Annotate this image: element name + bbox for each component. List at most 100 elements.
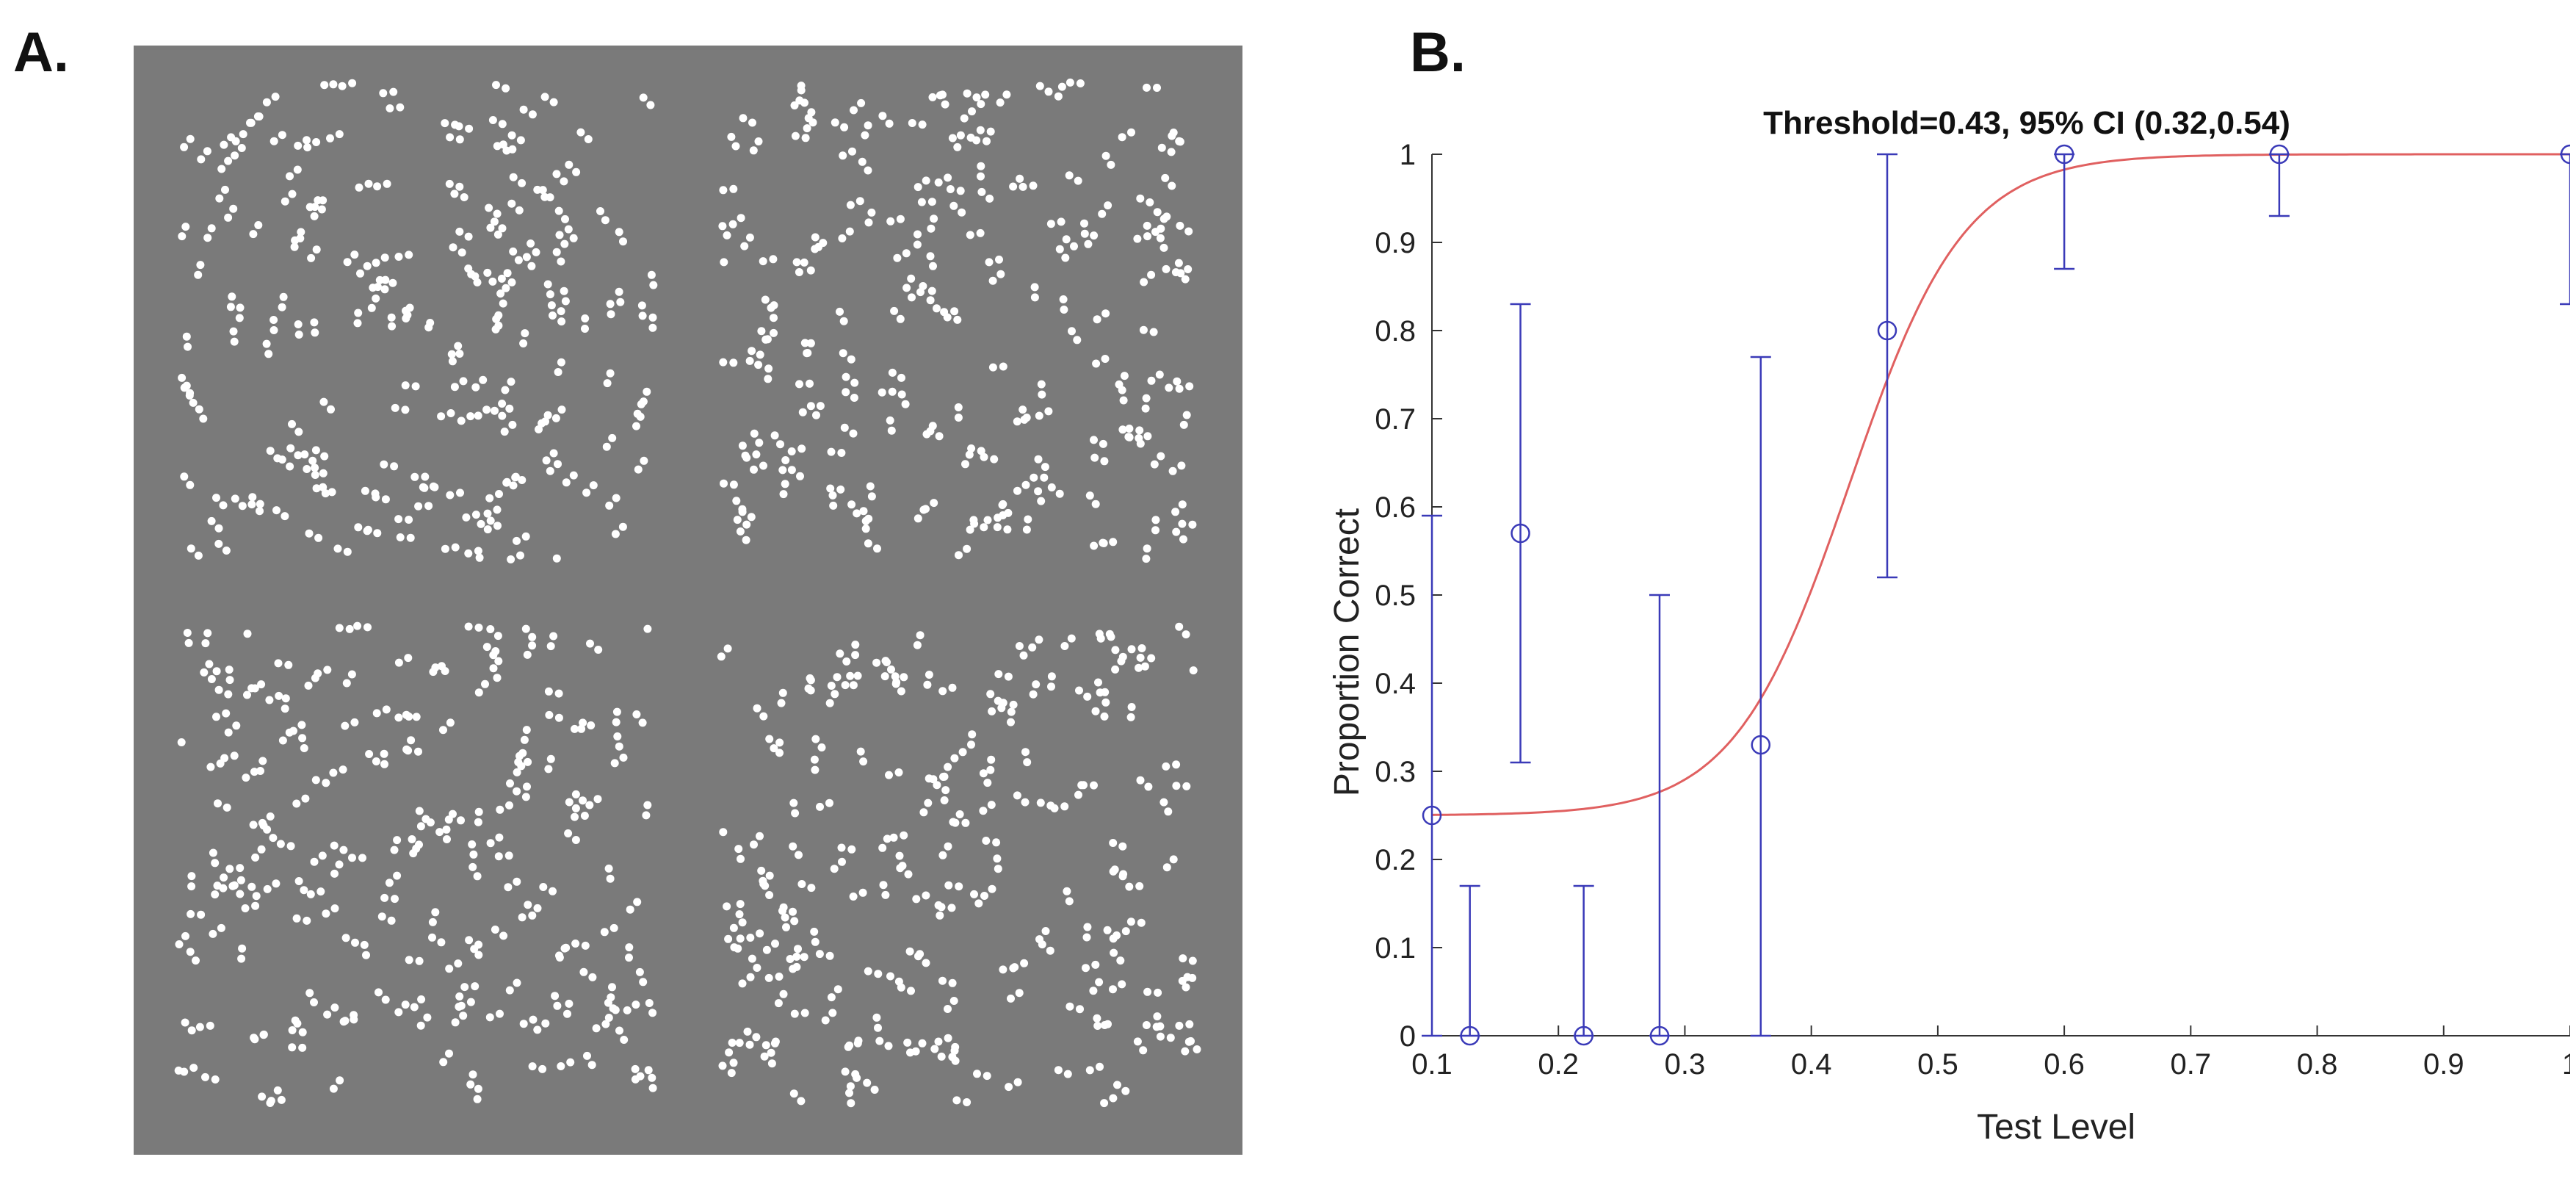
stimulus-dot xyxy=(507,278,516,286)
stimulus-dot xyxy=(250,768,258,776)
stimulus-dot xyxy=(522,253,531,262)
stimulus-dot xyxy=(816,802,824,811)
y-tick-label: 0 xyxy=(1400,1020,1416,1053)
stimulus-dot xyxy=(298,734,307,743)
stimulus-dot xyxy=(1047,672,1056,681)
stimulus-dot xyxy=(918,120,927,129)
stimulus-dot xyxy=(723,902,731,911)
stimulus-dot xyxy=(184,342,192,351)
stimulus-dot xyxy=(444,815,453,824)
stimulus-dot xyxy=(901,400,910,408)
stimulus-dot xyxy=(301,794,310,803)
stimulus-dot xyxy=(380,760,388,768)
stimulus-dot xyxy=(420,483,429,492)
stimulus-dot xyxy=(946,185,955,193)
stimulus-dot xyxy=(1065,897,1074,906)
stimulus-dot xyxy=(502,146,511,155)
stimulus-dot xyxy=(576,128,585,137)
stimulus-dot xyxy=(186,134,195,143)
stimulus-dot xyxy=(983,779,992,787)
stimulus-dot xyxy=(518,476,527,484)
stimulus-dot xyxy=(528,632,537,641)
stimulus-dot xyxy=(513,978,521,987)
stimulus-dot xyxy=(1147,376,1156,385)
stimulus-dot xyxy=(859,507,868,516)
stimulus-dot xyxy=(795,268,803,276)
stimulus-dot xyxy=(380,253,389,262)
stimulus-dot xyxy=(1096,1062,1104,1071)
stimulus-dot xyxy=(396,103,405,112)
stimulus-dot xyxy=(443,835,451,843)
stimulus-dot xyxy=(1140,278,1148,286)
stimulus-dot xyxy=(916,288,925,297)
stimulus-dot xyxy=(850,106,858,115)
stimulus-dot xyxy=(581,314,590,322)
stimulus-dot xyxy=(455,227,464,236)
stimulus-dot xyxy=(1044,407,1053,416)
stimulus-dot xyxy=(493,209,502,218)
stimulus-dot xyxy=(175,940,184,948)
stimulus-dot xyxy=(1153,208,1162,217)
stimulus-dot xyxy=(800,1009,809,1017)
stimulus-dot xyxy=(394,1008,403,1017)
stimulus-dot xyxy=(563,1009,571,1018)
stimulus-dot xyxy=(761,295,770,304)
stimulus-dot xyxy=(948,1053,957,1061)
stimulus-dot xyxy=(734,845,743,854)
stimulus-dot xyxy=(314,533,323,542)
stimulus-dot xyxy=(486,839,495,848)
stimulus-dot xyxy=(587,721,596,729)
stimulus-dot xyxy=(777,699,786,707)
stimulus-dot xyxy=(762,945,771,954)
stimulus-dot xyxy=(924,798,933,807)
stimulus-dot xyxy=(311,328,319,337)
stimulus-dot xyxy=(507,378,515,386)
stimulus-dot xyxy=(956,187,965,195)
stimulus-dot xyxy=(814,242,823,251)
stimulus-dot xyxy=(878,843,887,852)
stimulus-dot xyxy=(944,1034,952,1042)
stimulus-dot xyxy=(1169,129,1178,137)
stimulus-dot xyxy=(625,953,633,962)
stimulus-dot xyxy=(492,81,500,90)
stimulus-dot xyxy=(417,995,426,1003)
stimulus-dot xyxy=(1166,1034,1175,1042)
stimulus-dot xyxy=(271,93,280,101)
stimulus-dot xyxy=(365,750,374,758)
y-tick-label: 0.2 xyxy=(1375,844,1416,876)
stimulus-dot xyxy=(441,544,449,553)
stimulus-dot xyxy=(405,956,413,965)
stimulus-dot xyxy=(743,1027,752,1036)
stimulus-dot xyxy=(612,494,621,502)
stimulus-dot xyxy=(513,787,521,796)
stimulus-dot xyxy=(544,765,553,774)
stimulus-dot xyxy=(928,93,937,101)
stimulus-dot xyxy=(488,116,497,124)
stimulus-dot xyxy=(1175,384,1184,393)
stimulus-dot xyxy=(1143,987,1152,996)
data-marker xyxy=(1460,1025,1480,1046)
stimulus-dot xyxy=(778,906,786,915)
stimulus-dot xyxy=(759,461,767,470)
stimulus-dot xyxy=(845,1089,853,1097)
stimulus-dot xyxy=(886,416,894,425)
stimulus-dot xyxy=(230,751,239,760)
stimulus-dot xyxy=(1101,309,1110,318)
stimulus-dot xyxy=(954,403,963,411)
stimulus-dot xyxy=(1057,82,1066,91)
stimulus-dot xyxy=(992,838,1001,847)
stimulus-dot xyxy=(1036,798,1045,807)
stimulus-dot xyxy=(816,402,825,411)
stimulus-dot xyxy=(896,314,905,323)
stimulus-dot xyxy=(635,967,644,976)
stimulus-dot xyxy=(1024,515,1032,524)
stimulus-dot xyxy=(1125,882,1134,891)
stimulus-dot xyxy=(1090,436,1098,444)
stimulus-dot xyxy=(967,740,975,749)
stimulus-dot xyxy=(527,262,536,270)
stimulus-dot xyxy=(745,233,754,242)
stimulus-dot xyxy=(303,143,312,152)
stimulus-dot xyxy=(382,705,391,714)
stimulus-dot xyxy=(262,98,271,107)
stimulus-dot xyxy=(494,657,503,666)
